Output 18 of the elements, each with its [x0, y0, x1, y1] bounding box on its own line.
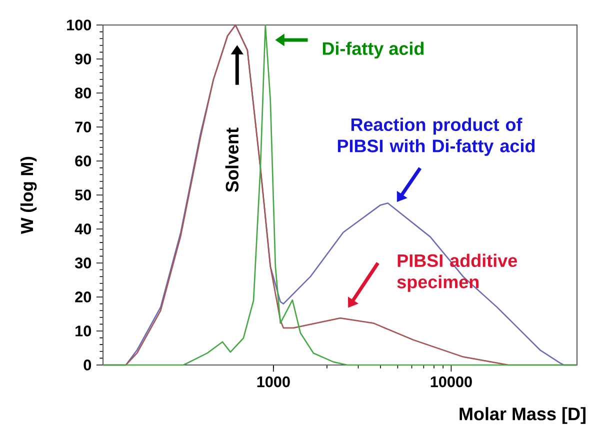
y-tick-label: 50 [75, 190, 92, 200]
y-tick-label: 90 [75, 54, 92, 64]
y-tick-label: 100 [67, 20, 92, 30]
y-axis-title: W (log M) [20, 156, 37, 234]
y-tick-label: 60 [75, 156, 92, 166]
y-tick-label: 0 [84, 360, 92, 370]
x-tick-label: 1000 [257, 376, 290, 388]
x-axis-title: Molar Mass [D] [460, 407, 586, 424]
y-tick-label: 80 [75, 88, 92, 98]
annotation: Di-fatty acid [322, 42, 424, 59]
y-tick-label: 40 [74, 224, 92, 234]
y-tick-label: 30 [74, 258, 92, 268]
y-tick-label: 10 [76, 326, 92, 336]
y-tick-label: 70 [75, 122, 92, 132]
annotation: Solvent [225, 128, 239, 192]
annotation: Reaction product of PIBSI with Di-fatty acid [338, 118, 535, 156]
x-tick-label: 10000 [430, 376, 472, 388]
y-tick-label: 20 [75, 292, 92, 302]
